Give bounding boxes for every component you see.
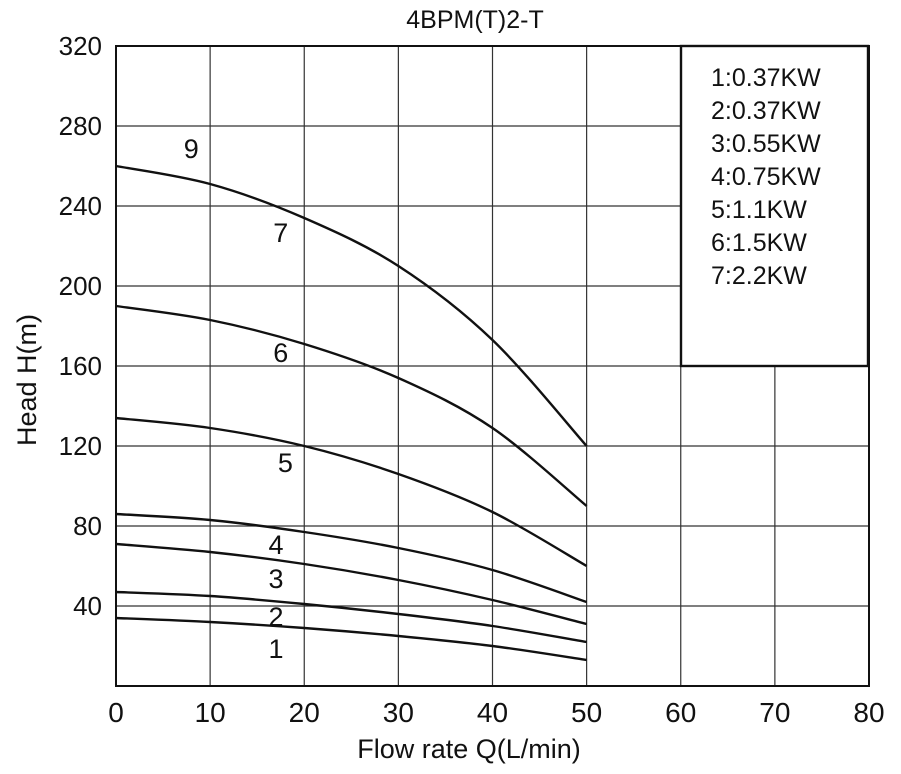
- y-axis-label: Head H(m): [12, 314, 42, 446]
- legend: 1:0.37KW 2:0.37KW 3:0.55KW 4:0.75KW 5:1.1KW 6…: [679, 44, 870, 368]
- curve-labels: 12 3 4 5 6 7 9: [184, 134, 293, 664]
- curve-label-4: 4: [268, 530, 283, 560]
- x-tick-label: 0: [108, 697, 124, 728]
- curve-1: [115, 616, 587, 662]
- curve-5: [115, 416, 588, 568]
- legend-entry: 4:0.75KW: [711, 163, 821, 191]
- y-tick-label: 320: [59, 31, 102, 61]
- legend-entry: 6:1.5KW: [711, 229, 807, 257]
- legend-entry: 5:1.1KW: [711, 196, 807, 224]
- x-tick-label: 40: [477, 697, 508, 728]
- legend-entry: 7:2.2KW: [711, 262, 807, 290]
- curve-3: [115, 542, 587, 626]
- y-tick-label: 120: [59, 431, 102, 461]
- y-tick-label: 240: [59, 191, 102, 221]
- x-axis-label: Flow rate Q(L/min): [357, 734, 581, 764]
- x-tick-label: 20: [289, 697, 320, 728]
- chart-title: 4BPM(T)2-T: [406, 6, 544, 34]
- curve-label-6: 6: [273, 338, 288, 368]
- y-tick-label: 40: [73, 591, 102, 621]
- curve-label-7: 7: [273, 218, 288, 248]
- curve-label-5: 5: [278, 448, 293, 478]
- curve-6: [115, 304, 588, 507]
- x-tick-label: 80: [853, 697, 884, 728]
- curves: [115, 164, 588, 662]
- y-tick-label: 200: [59, 271, 102, 301]
- legend-entry: 2:0.37KW: [711, 97, 821, 125]
- curve-label-3: 3: [268, 564, 283, 594]
- x-tick-label: 10: [195, 697, 226, 728]
- y-tick-label: 280: [59, 111, 102, 141]
- x-tick-label: 30: [383, 697, 414, 728]
- y-tick-label: 160: [59, 351, 102, 381]
- curve-7: [115, 164, 588, 447]
- annotation-label: 9: [184, 134, 199, 164]
- x-tick-label: 50: [571, 697, 602, 728]
- curve-label-1: 1: [268, 634, 283, 664]
- y-tick-label: 80: [73, 511, 102, 541]
- legend-entry: 1:0.37KW: [711, 64, 821, 92]
- legend-entry: 3:0.55KW: [711, 130, 821, 158]
- x-tick-label: 60: [665, 697, 696, 728]
- x-tick-label: 70: [759, 697, 790, 728]
- curve-4: [115, 512, 588, 604]
- curve-2: [115, 590, 587, 644]
- curve-label-2: 2: [268, 602, 283, 632]
- legend-box: [679, 44, 870, 368]
- tick-labels: 0 10 20 30 40 50 60 70 80 40 80 120 160 200 240 280 320: [59, 31, 885, 728]
